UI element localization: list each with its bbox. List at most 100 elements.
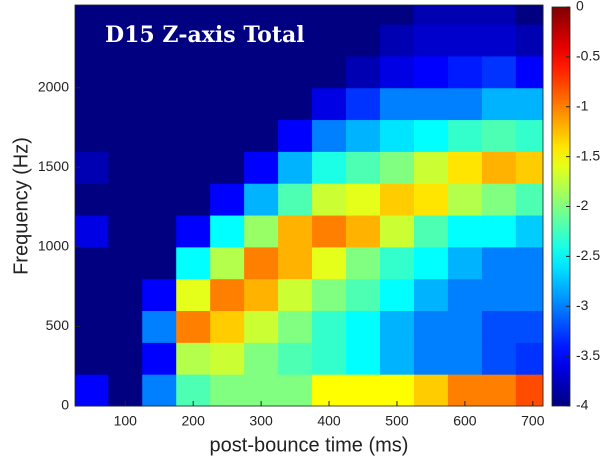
heatmap-cell bbox=[346, 119, 381, 152]
heatmap-cell bbox=[244, 151, 279, 184]
heatmap-cell bbox=[142, 246, 177, 280]
heatmap-cell bbox=[312, 215, 347, 248]
heatmap-cell bbox=[278, 55, 313, 89]
heatmap-cell bbox=[142, 215, 177, 248]
heatmap-cell bbox=[75, 342, 109, 375]
colorbar-tick-label: -3 bbox=[576, 297, 589, 313]
heatmap-cell bbox=[447, 151, 483, 184]
heatmap-cell bbox=[278, 87, 313, 121]
heatmap-cell bbox=[210, 55, 245, 89]
heatmap-cell bbox=[481, 87, 517, 121]
heatmap-cell bbox=[108, 55, 143, 89]
plot-frame bbox=[74, 4, 544, 407]
heatmap-cell bbox=[346, 183, 381, 216]
heatmap-cell bbox=[312, 246, 347, 280]
heatmap-cell bbox=[413, 374, 449, 407]
colorbar-tick-label: 0 bbox=[576, 0, 584, 14]
heatmap-cell bbox=[515, 119, 544, 152]
heatmap-cell bbox=[447, 310, 483, 343]
heatmap-cell bbox=[447, 183, 483, 216]
heatmap-cell bbox=[312, 119, 347, 152]
heatmap-cell bbox=[447, 278, 483, 312]
heatmap-cell bbox=[379, 342, 415, 375]
heatmap-cell bbox=[278, 215, 313, 248]
heatmap-cell bbox=[278, 278, 313, 312]
heatmap-cell bbox=[413, 5, 449, 25]
heatmap-cell bbox=[176, 278, 211, 312]
heatmap-cell bbox=[515, 246, 544, 280]
heatmap-cell bbox=[108, 310, 143, 343]
heatmap-cell bbox=[278, 310, 313, 343]
colorbar-tick-label: -1.5 bbox=[576, 147, 600, 163]
heatmap-cell bbox=[176, 183, 211, 216]
heatmap-cell bbox=[108, 215, 143, 248]
heatmap-cell bbox=[346, 246, 381, 280]
heatmap-cell bbox=[346, 215, 381, 248]
heatmap-cell bbox=[210, 374, 245, 407]
heatmap-cell bbox=[278, 246, 313, 280]
heatmap-cell bbox=[75, 5, 109, 25]
heatmap-cell bbox=[312, 342, 347, 375]
heatmap-cell bbox=[346, 342, 381, 375]
heatmap-cell bbox=[278, 342, 313, 375]
y-tick-label: 1000 bbox=[38, 238, 69, 254]
x-tick-label: 300 bbox=[249, 413, 273, 429]
heatmap-cell bbox=[481, 183, 517, 216]
heatmap-cell bbox=[515, 342, 544, 375]
heatmap-cell bbox=[447, 87, 483, 121]
heatmap-cell bbox=[75, 246, 109, 280]
heatmap-cell bbox=[210, 278, 245, 312]
heatmap-cell bbox=[142, 24, 177, 57]
heatmap-cell bbox=[75, 374, 109, 407]
heatmap-cell bbox=[312, 183, 347, 216]
heatmap-cell bbox=[142, 151, 177, 184]
heatmap-cell bbox=[176, 5, 211, 25]
heatmap-cell bbox=[413, 310, 449, 343]
heatmap-cell bbox=[346, 24, 381, 57]
heatmap-cell bbox=[481, 151, 517, 184]
heatmap-cell bbox=[142, 119, 177, 152]
heatmap-cell bbox=[108, 119, 143, 152]
heatmap-cell bbox=[210, 183, 245, 216]
colorbar-tick-label: -4 bbox=[576, 397, 589, 413]
heatmap-cell bbox=[210, 246, 245, 280]
heatmap-cell bbox=[75, 310, 109, 343]
heatmap-cell bbox=[210, 215, 245, 248]
heatmap-cell bbox=[413, 342, 449, 375]
heatmap-cell bbox=[108, 183, 143, 216]
y-tick-label: 2000 bbox=[38, 78, 69, 94]
heatmap-cell bbox=[176, 342, 211, 375]
y-axis-label: Frequency (Hz) bbox=[10, 137, 32, 275]
heatmap-cell bbox=[75, 24, 109, 57]
heatmap-cell bbox=[515, 151, 544, 184]
heatmap-cell bbox=[75, 55, 109, 89]
heatmap-cell bbox=[210, 310, 245, 343]
heatmap-cell bbox=[142, 87, 177, 121]
heatmap-cell bbox=[278, 5, 313, 25]
heatmap-cell bbox=[379, 183, 415, 216]
x-tick-label: 400 bbox=[317, 413, 341, 429]
heatmap-cell bbox=[75, 119, 109, 152]
heatmap-cell bbox=[312, 87, 347, 121]
x-tick-label: 700 bbox=[521, 413, 545, 429]
heatmap-cell bbox=[447, 246, 483, 280]
heatmap-cell bbox=[176, 215, 211, 248]
heatmap-cell bbox=[481, 246, 517, 280]
heatmap-cell bbox=[515, 278, 544, 312]
heatmap-cell bbox=[447, 5, 483, 25]
colorbar-tick-label: -3.5 bbox=[576, 347, 600, 363]
x-tick-label: 500 bbox=[385, 413, 409, 429]
heatmap-cell bbox=[75, 87, 109, 121]
heatmap-cell bbox=[413, 55, 449, 89]
heatmap-cell bbox=[481, 310, 517, 343]
heatmap-cell bbox=[210, 87, 245, 121]
heatmap-cell bbox=[379, 310, 415, 343]
heatmap-cell bbox=[142, 183, 177, 216]
heatmap-cell bbox=[515, 310, 544, 343]
x-tick-label: 600 bbox=[453, 413, 477, 429]
heatmap-cell bbox=[108, 246, 143, 280]
heatmap-cell bbox=[515, 215, 544, 248]
heatmap-cell bbox=[176, 119, 211, 152]
heatmap-cell bbox=[515, 5, 544, 25]
